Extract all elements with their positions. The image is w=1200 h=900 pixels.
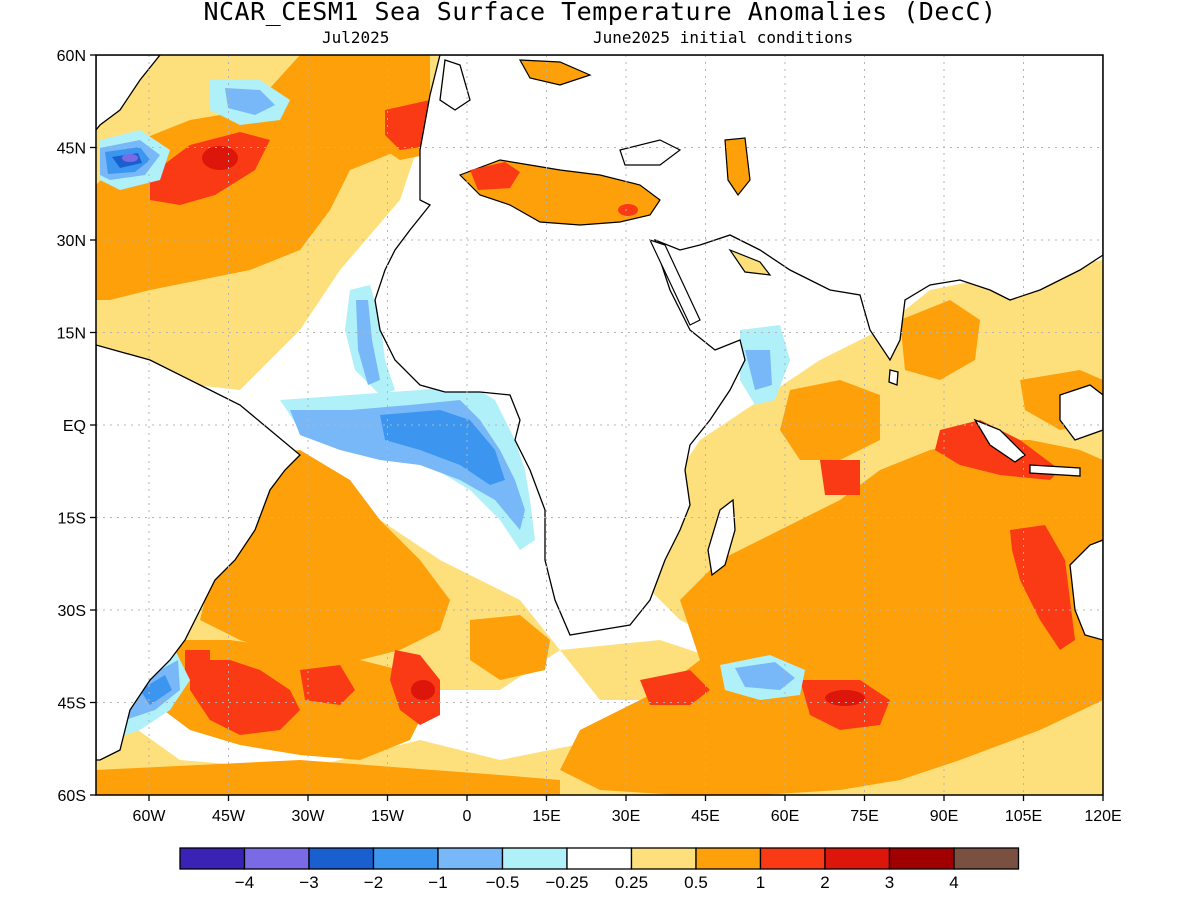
lat-tick-label: 60S	[58, 788, 86, 805]
colorbar: −4 −3 −2 −1 −0.5 −0.25 0.25 0.5 1 2 3 4	[179, 847, 1020, 892]
lat-tick-label: 60N	[57, 48, 86, 65]
anomaly-band-neg-3	[122, 154, 138, 162]
persian-gulf	[728, 248, 772, 276]
madagascar-land	[707, 498, 736, 577]
lon-tick-label: 15E	[532, 808, 560, 825]
lat-tick-label: 15S	[58, 511, 86, 528]
colorbar-swatch	[501, 847, 568, 870]
north-america-land	[96, 55, 161, 132]
lon-tick-label: 105E	[1005, 808, 1042, 825]
colorbar-label: 1	[756, 873, 765, 892]
map-title: NCAR_CESM1 Sea Surface Temperature Anoma…	[203, 0, 997, 26]
baltic-north-sea	[518, 59, 592, 86]
mediterranean-hotspots	[470, 162, 638, 216]
south-america-land	[96, 344, 301, 761]
lon-tick-label: 45W	[212, 808, 246, 825]
lon-tick-label: 0	[463, 808, 472, 825]
colorbar-label: −3	[299, 873, 318, 892]
great-britain-land	[439, 59, 471, 111]
longitude-axis: 60W 45W 30W 15W 0 15E 30E 45E 60E 75E 90E 105E 120E	[133, 795, 1122, 825]
latitude-axis: 60N 45N 30N 15N EQ 15S 30S 45S 60S	[57, 48, 96, 805]
java-land	[1029, 464, 1081, 477]
lon-tick-label: 30W	[292, 808, 326, 825]
colorbar-label: 3	[885, 873, 894, 892]
black-sea	[619, 139, 682, 166]
colorbar-swatch	[759, 847, 826, 870]
lat-tick-label: 45S	[58, 696, 86, 713]
anomaly-band-neg-1	[105, 147, 505, 705]
colorbar-label: 0.5	[684, 873, 708, 892]
colorbar-swatch	[824, 847, 891, 870]
colorbar-swatch	[243, 847, 310, 870]
lon-tick-label: 45E	[691, 808, 719, 825]
lat-tick-label: 45N	[57, 141, 86, 158]
colorbar-swatch	[630, 847, 697, 870]
lat-tick-label: 30N	[57, 233, 86, 250]
colorbar-swatch	[953, 847, 1020, 870]
caspian-sea	[724, 137, 751, 197]
lon-tick-label: 60W	[133, 808, 167, 825]
lat-tick-label: 15N	[57, 326, 86, 343]
colorbar-label: −0.5	[486, 873, 520, 892]
sumatra-land	[973, 418, 1027, 463]
colorbar-label: 0.25	[615, 873, 648, 892]
map-subtitle-month: Jul2025	[322, 28, 390, 47]
australia-land	[1069, 539, 1103, 641]
colorbar-swatch	[695, 847, 762, 870]
gridlines	[96, 55, 1103, 795]
lon-tick-label: 120E	[1084, 808, 1121, 825]
colorbar-swatch	[566, 847, 633, 870]
colorbar-label: 4	[949, 873, 958, 892]
borneo-land	[1059, 384, 1103, 441]
colorbar-label: −4	[235, 873, 254, 892]
colorbar-label: −0.25	[545, 873, 588, 892]
lon-tick-label: 60E	[771, 808, 799, 825]
lat-tick-label: 30S	[58, 603, 86, 620]
colorbar-label: −2	[364, 873, 383, 892]
colorbar-swatch	[888, 847, 955, 870]
lon-tick-label: 90E	[930, 808, 958, 825]
colorbar-swatch	[179, 847, 246, 870]
red-sea	[648, 238, 701, 326]
colorbar-swatch	[372, 847, 439, 870]
lat-tick-label: EQ	[63, 418, 86, 435]
colorbar-label: 2	[820, 873, 829, 892]
colorbar-swatch	[437, 847, 504, 870]
colorbar-swatch	[308, 847, 375, 870]
sri-lanka-land	[888, 369, 899, 386]
lon-tick-label: 75E	[850, 808, 878, 825]
lon-tick-label: 15W	[371, 808, 405, 825]
map-subtitle-initial-conditions: June2025 initial conditions	[593, 28, 854, 47]
colorbar-label: −1	[428, 873, 447, 892]
lon-tick-label: 30E	[612, 808, 640, 825]
